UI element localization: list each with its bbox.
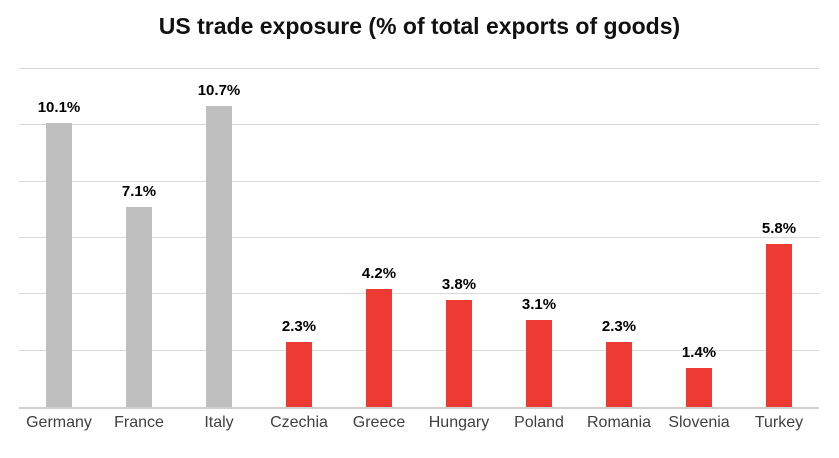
bar-germany (46, 122, 72, 407)
bar-slot-italy: 10.7% (179, 69, 259, 407)
x-axis-label-czechia: Czechia (270, 414, 328, 431)
gridline (19, 293, 819, 295)
gridline (19, 349, 819, 351)
x-axis-label-turkey: Turkey (754, 414, 804, 431)
bar-italy (206, 105, 232, 407)
bar-slot-poland: 3.1% (499, 69, 579, 407)
bar-slovenia (686, 367, 712, 407)
x-axis-label-greece: Greece (352, 414, 406, 431)
bar-slot-turkey: 5.8% (739, 69, 819, 407)
bar-slot-greece: 4.2% (339, 69, 419, 407)
bar-slot-france: 7.1% (99, 69, 179, 407)
data-label-poland: 3.1% (521, 295, 557, 313)
x-axis-label-poland: Poland (514, 414, 564, 431)
data-label-slovenia: 1.4% (681, 343, 717, 361)
data-label-romania: 2.3% (601, 318, 637, 336)
chart-title: US trade exposure (% of total exports of… (158, 13, 681, 39)
data-label-hungary: 3.8% (441, 275, 477, 293)
bar-romania (606, 342, 632, 407)
data-label-czechia: 2.3% (281, 318, 317, 336)
gridline (19, 124, 819, 126)
x-axis-labels: Germany France Italy Czechia Greece Hungary Po… (19, 414, 819, 432)
bar-slot-slovenia: 1.4% (659, 69, 739, 407)
data-label-turkey: 5.8% (761, 219, 797, 237)
bar-greece (366, 288, 392, 407)
x-axis-label-italy: Italy (204, 414, 234, 431)
bar-france (126, 207, 152, 407)
bar-turkey (766, 243, 792, 407)
gridline (19, 68, 819, 69)
x-axis-label-france: France (114, 414, 164, 431)
bar-slot-hungary: 3.8% (419, 69, 499, 407)
data-label-germany: 10.1% (37, 98, 81, 116)
data-label-france: 7.1% (121, 183, 157, 201)
gridline (19, 237, 819, 238)
gridline (19, 180, 819, 182)
bar-slot-romania: 2.3% (579, 69, 659, 407)
x-axis-label-hungary: Hungary (428, 414, 490, 431)
bar-slot-czechia: 2.3% (259, 69, 339, 407)
bar-poland (526, 319, 552, 407)
bar-hungary (446, 299, 472, 407)
data-label-greece: 4.2% (361, 264, 397, 282)
bar-czechia (286, 342, 312, 407)
data-label-italy: 10.7% (197, 81, 241, 99)
x-axis-label-romania: Romania (586, 414, 652, 431)
plot-area: 10.1% 7.1% 10.7% 2.3% 4.2% 3.8% 3.1% 2.3% 1.4% 5.… (19, 68, 819, 409)
x-axis-label-slovenia: Slovenia (668, 414, 730, 431)
bar-slot-germany: 10.1% (19, 69, 99, 407)
x-axis-label-germany: Germany (26, 414, 92, 431)
